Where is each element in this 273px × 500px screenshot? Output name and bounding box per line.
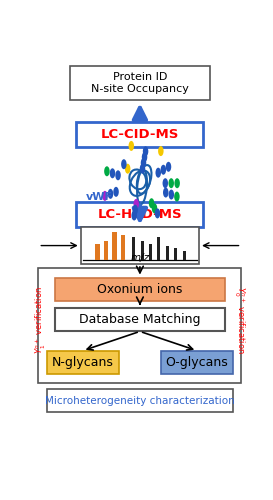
Bar <box>183 250 186 260</box>
Circle shape <box>129 141 134 151</box>
Bar <box>95 244 100 260</box>
Circle shape <box>110 168 115 178</box>
Bar <box>70 66 210 100</box>
Circle shape <box>113 187 119 197</box>
Bar <box>76 122 203 146</box>
Bar <box>112 232 117 260</box>
Circle shape <box>142 152 147 162</box>
Bar <box>76 202 203 228</box>
Text: m/z: m/z <box>130 254 150 264</box>
Circle shape <box>143 146 148 156</box>
Text: vWF: vWF <box>86 192 113 202</box>
Text: $Y_0^{n+}$ verification: $Y_0^{n+}$ verification <box>232 286 247 354</box>
Circle shape <box>174 178 180 188</box>
Bar <box>81 228 199 264</box>
Bar <box>141 241 144 260</box>
Circle shape <box>121 159 127 169</box>
Circle shape <box>102 191 108 201</box>
Circle shape <box>168 190 174 200</box>
Text: O-glycans: O-glycans <box>166 356 229 368</box>
Circle shape <box>115 170 121 180</box>
Circle shape <box>132 204 138 214</box>
Circle shape <box>158 146 164 156</box>
Text: Microheterogeneity characterization: Microheterogeneity characterization <box>45 396 235 406</box>
Circle shape <box>133 199 139 209</box>
Text: N-glycans: N-glycans <box>52 356 114 368</box>
Circle shape <box>156 168 161 177</box>
Bar <box>166 246 169 260</box>
Circle shape <box>131 210 137 220</box>
Bar <box>104 241 108 260</box>
Text: $Y_1^{n+}$ verification: $Y_1^{n+}$ verification <box>33 286 48 354</box>
Bar <box>121 235 125 260</box>
Text: Database Matching: Database Matching <box>79 314 201 326</box>
Bar <box>55 278 225 300</box>
Text: Protein ID
N-site Occupancy: Protein ID N-site Occupancy <box>91 72 189 94</box>
Text: LC-HCD-MS: LC-HCD-MS <box>98 208 182 222</box>
Circle shape <box>140 164 145 173</box>
Circle shape <box>141 158 146 168</box>
Bar <box>55 308 225 332</box>
Bar <box>158 237 161 260</box>
Circle shape <box>155 208 160 218</box>
Bar <box>174 248 177 260</box>
Bar <box>149 244 152 260</box>
Circle shape <box>108 189 113 199</box>
Circle shape <box>162 178 168 188</box>
Circle shape <box>104 166 110 176</box>
Bar <box>132 237 135 260</box>
Bar <box>161 350 233 374</box>
Bar <box>38 268 242 384</box>
Circle shape <box>168 178 174 188</box>
Circle shape <box>166 162 171 172</box>
Circle shape <box>161 164 166 175</box>
Bar <box>47 350 119 374</box>
Circle shape <box>152 204 157 214</box>
Text: Oxonium ions: Oxonium ions <box>97 282 183 296</box>
Circle shape <box>163 188 168 198</box>
Bar <box>47 389 233 412</box>
Text: LC-CID-MS: LC-CID-MS <box>101 128 179 140</box>
Circle shape <box>125 164 130 173</box>
Circle shape <box>149 198 154 208</box>
Circle shape <box>174 192 180 202</box>
